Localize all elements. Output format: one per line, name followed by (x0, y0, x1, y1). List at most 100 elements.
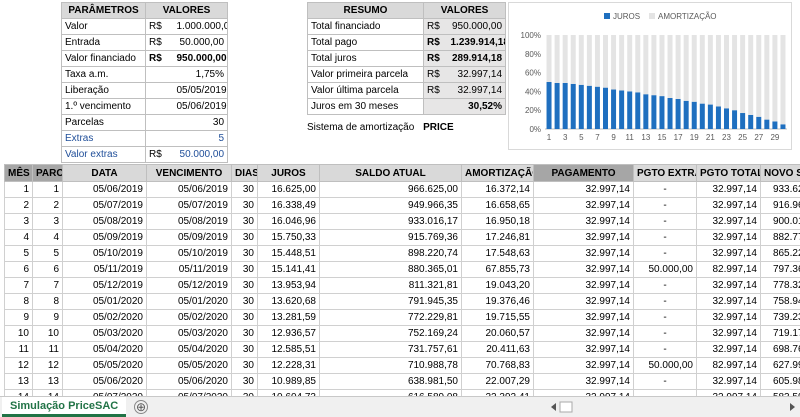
table-cell[interactable]: 30 (231, 213, 258, 230)
table-cell[interactable]: 13 (32, 373, 63, 390)
table-cell[interactable]: 05/05/2020 (146, 357, 232, 374)
table-cell[interactable]: 4 (32, 229, 63, 246)
table-cell[interactable]: 16.046,96 (257, 213, 320, 230)
juros-amortizacao-chart[interactable]: 0% 20% 40% 60% 80% 100% 1 3 5 7 9 11 13 15 17 19 21 23 25 2… (508, 2, 792, 150)
table-cell[interactable]: 19.715,55 (461, 309, 534, 326)
param-label[interactable]: Valor financiado (61, 50, 146, 67)
sheet-tab-simulacao[interactable]: Simulação PriceSAC (2, 397, 127, 417)
table-cell[interactable]: 32.997,14 (533, 309, 634, 326)
table-cell[interactable]: 05/04/2020 (146, 341, 232, 358)
table-cell[interactable]: 7 (32, 277, 63, 294)
table-cell[interactable]: 12.585,51 (257, 341, 320, 358)
summary-currency[interactable]: R$ (423, 82, 448, 99)
summary-value[interactable]: 1.239.914,18 (447, 34, 507, 51)
table-cell[interactable]: 900.019,03 (760, 213, 800, 230)
table-cell[interactable]: 1 (4, 181, 33, 198)
table-cell[interactable]: - (633, 213, 697, 230)
param-value[interactable]: 1,75% (173, 66, 229, 83)
summary-label[interactable]: Total financiado (307, 18, 424, 35)
table-cell[interactable]: 05/04/2020 (62, 341, 147, 358)
table-cell[interactable]: 32.997,14 (696, 325, 761, 342)
table-cell[interactable]: 916.969,21 (760, 197, 800, 214)
table-cell[interactable]: 30 (231, 277, 258, 294)
table-cell[interactable]: 915.769,36 (319, 229, 462, 246)
table-cell[interactable]: 05/11/2019 (62, 261, 147, 278)
table-cell[interactable]: 3 (32, 213, 63, 230)
horizontal-scrollbar[interactable] (548, 401, 798, 413)
summary-value[interactable]: 950.000,00 (447, 18, 507, 35)
column-header[interactable]: PGTO EXTRA (633, 164, 697, 182)
table-cell[interactable]: - (633, 197, 697, 214)
column-header[interactable]: VENCIMENTO (146, 164, 232, 182)
table-cell[interactable]: 05/07/2019 (146, 197, 232, 214)
table-cell[interactable]: 11 (32, 341, 63, 358)
table-cell[interactable]: 05/03/2020 (62, 325, 147, 342)
table-cell[interactable]: 12.936,57 (257, 325, 320, 342)
table-cell[interactable]: 16.625,00 (257, 181, 320, 198)
table-cell[interactable]: 32.997,14 (533, 181, 634, 198)
column-header[interactable]: DATA (62, 164, 147, 182)
table-cell[interactable]: 16.950,18 (461, 213, 534, 230)
table-cell[interactable]: 30 (231, 229, 258, 246)
table-cell[interactable]: 05/01/2020 (62, 293, 147, 310)
param-value[interactable]: 05/05/2019 (173, 82, 229, 99)
table-cell[interactable]: 933.627,86 (760, 181, 800, 198)
table-cell[interactable]: 30 (231, 293, 258, 310)
param-label[interactable]: Extras (61, 130, 146, 147)
table-cell[interactable]: 32.997,14 (696, 197, 761, 214)
table-cell[interactable]: 32.997,14 (533, 277, 634, 294)
table-cell[interactable]: 82.997,14 (696, 261, 761, 278)
table-cell[interactable]: 3 (4, 213, 33, 230)
param-currency[interactable] (145, 130, 174, 147)
param-value[interactable]: 950.000,00 (173, 50, 229, 67)
table-cell[interactable]: 9 (4, 309, 33, 326)
summary-label[interactable]: Total juros (307, 50, 424, 67)
table-cell[interactable]: 05/12/2019 (62, 277, 147, 294)
table-cell[interactable]: 15.448,51 (257, 245, 320, 262)
table-cell[interactable]: 12 (4, 357, 33, 374)
summary-currency[interactable]: R$ (423, 18, 448, 35)
summary-value[interactable]: 32.997,14 (447, 66, 507, 83)
table-cell[interactable]: 30 (231, 357, 258, 374)
table-cell[interactable]: 13 (4, 373, 33, 390)
table-cell[interactable]: 4 (4, 229, 33, 246)
table-cell[interactable]: 30 (231, 245, 258, 262)
table-cell[interactable]: 05/05/2020 (62, 357, 147, 374)
table-cell[interactable]: 05/06/2020 (146, 373, 232, 390)
table-cell[interactable]: 32.997,14 (696, 213, 761, 230)
param-label[interactable]: Entrada (61, 34, 146, 51)
param-label[interactable]: 1.º vencimento (61, 98, 146, 115)
table-cell[interactable]: 797.367,87 (760, 261, 800, 278)
table-cell[interactable]: 772.229,81 (319, 309, 462, 326)
table-cell[interactable]: 17.246,81 (461, 229, 534, 246)
table-cell[interactable]: - (633, 325, 697, 342)
param-currency[interactable] (145, 98, 174, 115)
table-cell[interactable]: 731.757,61 (319, 341, 462, 358)
table-cell[interactable]: - (633, 277, 697, 294)
table-cell[interactable]: 10.989,85 (257, 373, 320, 390)
column-header[interactable]: MÊS (4, 164, 33, 182)
table-cell[interactable]: 32.997,14 (533, 373, 634, 390)
table-cell[interactable]: 719.172,10 (760, 325, 800, 342)
table-cell[interactable]: 32.997,14 (533, 245, 634, 262)
param-currency[interactable] (145, 66, 174, 83)
param-currency[interactable]: R$ (145, 146, 174, 163)
table-cell[interactable]: 05/02/2020 (146, 309, 232, 326)
table-cell[interactable]: 6 (32, 261, 63, 278)
table-cell[interactable]: 698.760,47 (760, 341, 800, 358)
table-cell[interactable]: 933.016,17 (319, 213, 462, 230)
table-cell[interactable]: 32.997,14 (533, 197, 634, 214)
param-value[interactable]: 50.000,00 (173, 146, 229, 163)
table-cell[interactable]: 638.981,50 (319, 373, 462, 390)
table-cell[interactable]: 30 (231, 309, 258, 326)
table-cell[interactable]: 10 (4, 325, 33, 342)
param-value[interactable]: 5 (173, 130, 229, 147)
param-label[interactable]: Valor (61, 18, 146, 35)
table-cell[interactable]: 30 (231, 373, 258, 390)
table-cell[interactable]: 16.658,65 (461, 197, 534, 214)
column-header[interactable]: DIAS (231, 164, 258, 182)
table-cell[interactable]: 05/12/2019 (146, 277, 232, 294)
table-cell[interactable]: 32.997,14 (533, 357, 634, 374)
table-cell[interactable]: - (633, 245, 697, 262)
table-cell[interactable]: 627.991,64 (760, 357, 800, 374)
